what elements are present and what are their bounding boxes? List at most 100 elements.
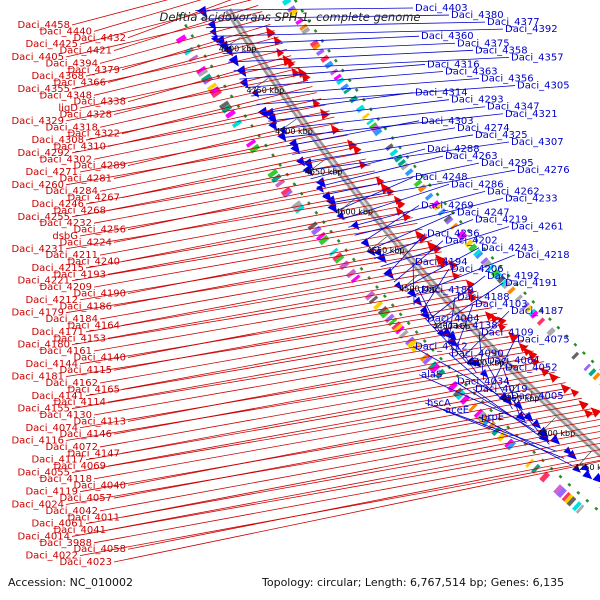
- feature-block: [482, 259, 492, 269]
- left-label-leader: [93, 49, 287, 96]
- right-gene-label: hscA: [427, 398, 451, 409]
- left-gene-label: Daci_4215: [31, 263, 84, 274]
- left-label-leader: [65, 73, 304, 122]
- right-gene-label: Daci_4356: [481, 74, 534, 85]
- right-label-leader: [304, 141, 510, 172]
- feature-block: [514, 294, 523, 303]
- scale-label: 4300 kbp: [538, 429, 576, 438]
- right-gene-label: Daci_4360: [421, 31, 474, 42]
- left-label-leader: [93, 339, 524, 416]
- feature-block: [482, 416, 492, 427]
- left-gene-label: Daci_4379: [67, 65, 120, 76]
- right-label-leader: [478, 332, 485, 381]
- right-gene-label: Daci_4233: [505, 193, 558, 204]
- left-label-leader: [121, 24, 271, 71]
- forward-gene-arrow: [448, 259, 459, 271]
- forward-gene-arrow: [330, 124, 340, 135]
- right-label-leader: [380, 226, 510, 268]
- right-label-leader: [354, 198, 504, 236]
- feature-block: [245, 139, 257, 148]
- left-label-leader: [85, 377, 561, 461]
- feature-block: [355, 104, 366, 113]
- feature-block: [561, 491, 572, 503]
- scale-tick: [369, 236, 387, 251]
- left-gene-label: Daci_4113: [73, 416, 126, 427]
- right-gene-label: Daci_4314: [415, 88, 468, 99]
- feature-block: [206, 82, 218, 91]
- left-label-leader: [113, 67, 300, 115]
- right-gene-label: Daci_4052: [505, 363, 558, 374]
- scale-tick: [576, 450, 592, 468]
- reverse-gene-arrow: [367, 247, 376, 257]
- left-label-leader: [93, 110, 330, 160]
- feature-block: [435, 368, 446, 379]
- forward-gene-arrow: [530, 357, 539, 366]
- feature-block: [370, 124, 380, 133]
- left-gene-label: Daci_4302: [39, 154, 92, 165]
- right-label-leader: [418, 289, 442, 336]
- backbone-layer: [225, 8, 600, 458]
- right-gene-label: Daci_4276: [517, 165, 570, 176]
- feature-block: [389, 148, 399, 157]
- left-gene-label: Daci_4328: [59, 110, 112, 121]
- feature-block: [564, 494, 575, 505]
- left-gene-label: Daci_4140: [73, 352, 126, 363]
- left-gene-label: Daci_4292: [17, 148, 70, 159]
- left-gene-label: Daci_4165: [67, 384, 120, 395]
- reverse-gene-arrow: [472, 358, 482, 368]
- right-gene-label: Daci_4084: [427, 313, 480, 324]
- reverse-gene-arrow: [197, 5, 207, 18]
- left-gene-label: Daci_4271: [25, 167, 78, 178]
- reverse-gene-arrow: [538, 431, 550, 443]
- right-label-leader: [424, 402, 557, 452]
- left-gene-label: Daci_4193: [53, 269, 106, 280]
- left-label-leader: [107, 329, 513, 403]
- reverse-gene-arrow: [580, 463, 590, 472]
- left-label-leader: [99, 17, 267, 64]
- left-gene-label: Daci_4212: [25, 295, 78, 306]
- right-gene-label: Daci_4218: [517, 250, 570, 261]
- forward-gene-arrow: [312, 98, 321, 108]
- left-gene-label: Daci_4040: [73, 480, 126, 491]
- feature-block: [334, 255, 345, 264]
- right-gene-label: Daci_4075: [517, 334, 570, 345]
- scale-tick: [435, 310, 452, 327]
- feature-block: [301, 26, 311, 35]
- right-label-leader: [233, 56, 510, 71]
- left-label-leader: [65, 194, 394, 250]
- right-label-leader: [341, 183, 450, 220]
- left-gene-label: Daci_4209: [39, 282, 92, 293]
- left-label-leader: [93, 392, 577, 480]
- left-gene-label: Daci_4440: [39, 26, 92, 37]
- left-label-leader: [107, 274, 462, 339]
- right-gene-label: Daci_4347: [487, 102, 540, 113]
- left-gene-label: Daci_4421: [59, 46, 112, 57]
- left-label-leader: [79, 459, 600, 557]
- left-gene-label: Daci_4394: [45, 58, 98, 69]
- feature-block: [275, 178, 286, 188]
- left-label-leader: [93, 449, 600, 544]
- left-gene-label: Daci_4069: [53, 461, 106, 472]
- right-label-leader: [502, 367, 521, 417]
- left-label-leader: [93, 285, 472, 352]
- left-label-leader: [79, 240, 433, 301]
- feature-block: [413, 179, 423, 188]
- reverse-gene-arrow: [394, 281, 402, 290]
- left-gene-label: Daci_4255: [17, 212, 70, 223]
- scale-label: 4350 kbp: [502, 394, 540, 403]
- left-gene-label: Daci_4260: [11, 180, 64, 191]
- left-label-leader: [121, 146, 357, 198]
- feature-block: [281, 0, 292, 6]
- left-gene-label: Daci_4322: [67, 129, 120, 140]
- left-gene-label: Daci_4184: [45, 314, 98, 325]
- scale-tick: [249, 78, 269, 92]
- right-gene-label: Daci_4109: [481, 327, 534, 338]
- left-label-leader: [85, 92, 317, 141]
- scale-label: 4500 kbp: [399, 284, 437, 293]
- left-gene-label: Daci_3988: [39, 538, 92, 549]
- left-gene-label: Daci_4267: [67, 193, 120, 204]
- left-gene-label: Daci_4014: [17, 531, 70, 542]
- scale-label: 4800 kbp: [219, 44, 257, 53]
- reverse-gene-arrow: [572, 464, 581, 473]
- feature-block: [443, 215, 452, 223]
